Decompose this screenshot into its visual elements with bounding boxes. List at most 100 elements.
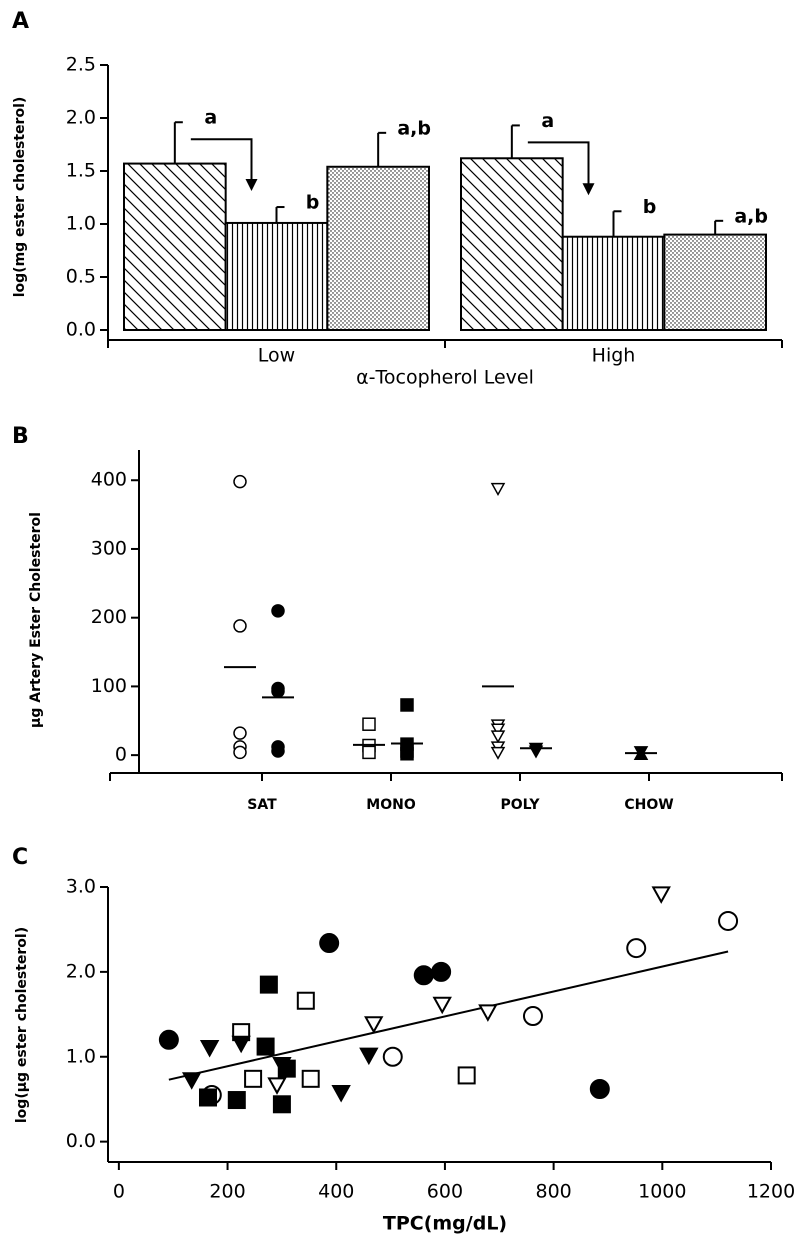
marker (331, 1085, 351, 1103)
error-bar (510, 124, 520, 159)
bar (561, 235, 666, 331)
y-tick-label: 0.5 (66, 266, 96, 288)
marker (490, 723, 506, 737)
arrow (190, 138, 253, 182)
bar (123, 162, 227, 331)
panel-label: B (12, 424, 29, 449)
marker (432, 996, 452, 1015)
bar (326, 165, 431, 331)
marker (233, 726, 247, 740)
annotation: a,b (397, 117, 431, 139)
x-tick-label: 0 (113, 1181, 125, 1203)
annotation: a (204, 107, 217, 129)
annotation: b (643, 196, 657, 218)
x-tick-label: 1200 (747, 1181, 795, 1203)
x-tick-label: MONO (366, 797, 416, 813)
marker (233, 745, 247, 760)
bar (460, 157, 564, 331)
y-tick-label: 0.0 (66, 319, 96, 341)
error-bar (612, 210, 622, 237)
x-tick-label: 400 (318, 1181, 354, 1203)
marker (522, 1006, 543, 1027)
marker (271, 744, 285, 758)
y-tick-label: 2.0 (66, 107, 96, 129)
marker (301, 1069, 320, 1088)
marker (267, 1077, 287, 1095)
x-tick-label: POLY (500, 797, 540, 813)
marker (362, 717, 376, 731)
x-tick-label: SAT (247, 797, 277, 813)
marker (199, 1040, 220, 1058)
y-axis-label: μg Artery Ester Cholesterol (28, 512, 44, 728)
marker (478, 1004, 498, 1022)
marker (256, 1037, 275, 1056)
panel-label: C (12, 845, 28, 870)
marker (227, 1091, 246, 1110)
marker (271, 604, 285, 618)
y-tick-label: 3.0 (66, 876, 96, 898)
x-tick-label: CHOW (624, 797, 673, 813)
y-tick-label: 100 (91, 675, 127, 697)
marker (158, 1029, 179, 1050)
x-tick-label: 600 (427, 1181, 463, 1203)
marker (231, 1035, 251, 1054)
marker (490, 730, 506, 744)
marker (626, 938, 647, 959)
x-tick-label: 200 (209, 1181, 245, 1203)
error-bar (377, 131, 387, 167)
x-tick-label: 800 (535, 1181, 571, 1203)
x-axis-label: α-Tocopherol Level (356, 367, 534, 389)
trend-line (168, 950, 729, 1081)
y-axis-label: log(μg ester cholesterol) (14, 927, 30, 1123)
arrow-head (245, 179, 258, 192)
marker (431, 961, 452, 982)
error-bar (714, 219, 724, 235)
marker (364, 1016, 384, 1034)
marker (259, 975, 278, 994)
annotation: b (306, 192, 320, 214)
marker (233, 619, 247, 633)
marker (400, 698, 414, 712)
x-tick-label: 1000 (638, 1181, 686, 1203)
y-axis-label: log(mg ester cholesterol) (12, 97, 28, 298)
annotation: a,b (734, 205, 768, 227)
x-axis-label: TPC(mg/dL) (383, 1213, 507, 1235)
marker (382, 1046, 403, 1067)
annotation: a (541, 110, 554, 132)
arrow-head (582, 183, 595, 196)
marker (272, 1056, 292, 1075)
x-tick-label: Low (258, 345, 295, 367)
marker (244, 1069, 263, 1088)
y-tick-label: 0.0 (66, 1130, 96, 1152)
y-tick-label: 2.0 (66, 960, 96, 982)
marker (319, 933, 340, 954)
marker (490, 746, 506, 760)
y-tick-label: 0 (115, 744, 127, 766)
y-tick-label: 400 (91, 469, 127, 491)
y-tick-label: 200 (91, 606, 127, 628)
y-tick-label: 1.5 (66, 160, 96, 182)
marker (362, 745, 376, 760)
bar (663, 233, 767, 332)
marker (633, 746, 649, 760)
y-tick-label: 1.0 (66, 1045, 96, 1067)
marker (589, 1079, 610, 1100)
marker (490, 482, 506, 497)
marker (233, 474, 247, 489)
marker (413, 965, 434, 986)
marker (272, 1095, 291, 1114)
error-bar (275, 206, 285, 223)
marker (718, 910, 739, 931)
panel-label: A (12, 9, 29, 34)
marker (359, 1047, 379, 1066)
y-tick-label: 1.0 (66, 213, 96, 235)
arrow (527, 141, 590, 186)
marker (296, 991, 315, 1010)
x-tick-label: High (592, 345, 636, 367)
marker (651, 886, 671, 904)
bar (224, 221, 329, 331)
error-bar (173, 121, 183, 164)
marker (271, 684, 285, 698)
marker (181, 1072, 202, 1090)
